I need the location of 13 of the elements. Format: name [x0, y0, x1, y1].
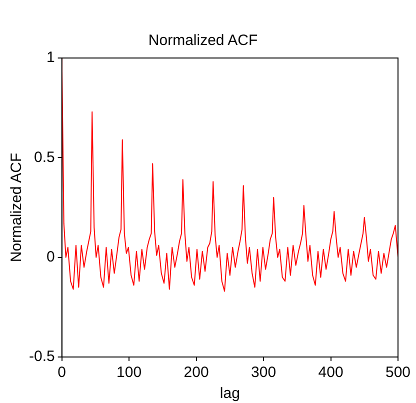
x-tick-label: 400 [318, 364, 344, 382]
y-tick-label: 0 [46, 248, 55, 266]
y-tick-label: -0.5 [28, 348, 55, 366]
x-tick-label: 500 [385, 364, 411, 382]
x-axis-title: lag [220, 385, 240, 402]
x-tick-label: 100 [116, 364, 142, 382]
y-tick-label: 0.5 [34, 148, 55, 166]
y-axis-title: Normalized ACF [8, 152, 26, 262]
chart-title: Normalized ACF [148, 32, 258, 50]
x-tick-label: 0 [58, 364, 66, 382]
x-tick-label: 200 [184, 364, 209, 382]
y-tick-label: 1 [46, 49, 55, 66]
x-tick-label: 300 [251, 364, 276, 382]
